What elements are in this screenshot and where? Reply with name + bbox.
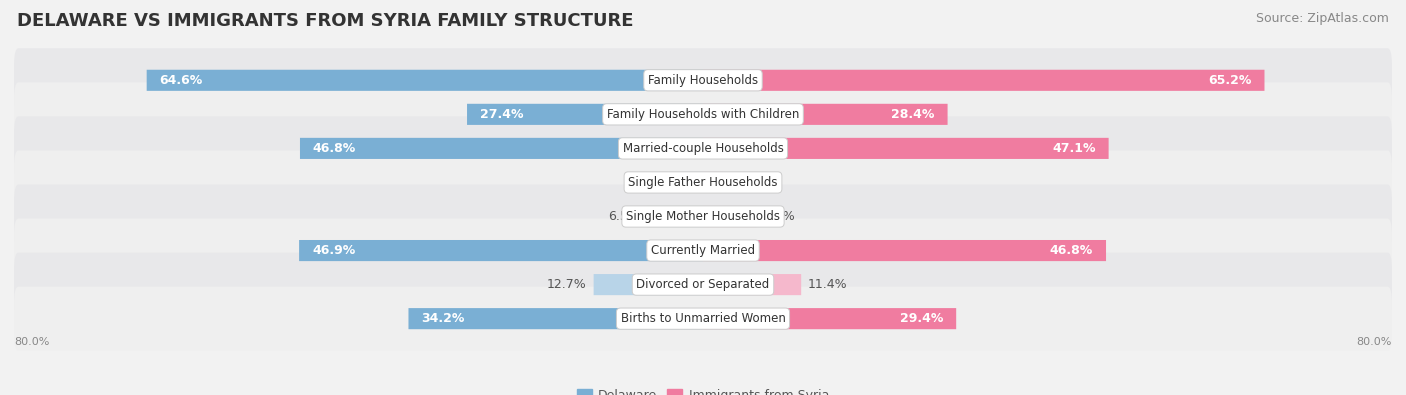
- FancyBboxPatch shape: [703, 172, 723, 193]
- Text: 29.4%: 29.4%: [900, 312, 943, 325]
- FancyBboxPatch shape: [703, 240, 1107, 261]
- FancyBboxPatch shape: [14, 252, 1392, 317]
- Text: 46.8%: 46.8%: [1050, 244, 1092, 257]
- FancyBboxPatch shape: [14, 117, 1392, 181]
- Text: 27.4%: 27.4%: [479, 108, 523, 121]
- Text: 34.2%: 34.2%: [422, 312, 465, 325]
- Text: Family Households with Children: Family Households with Children: [607, 108, 799, 121]
- FancyBboxPatch shape: [299, 138, 703, 159]
- Text: Divorced or Separated: Divorced or Separated: [637, 278, 769, 291]
- FancyBboxPatch shape: [14, 218, 1392, 282]
- Text: Currently Married: Currently Married: [651, 244, 755, 257]
- Text: 80.0%: 80.0%: [14, 337, 49, 346]
- FancyBboxPatch shape: [14, 184, 1392, 248]
- Text: 46.9%: 46.9%: [312, 244, 356, 257]
- Text: 65.2%: 65.2%: [1208, 74, 1251, 87]
- FancyBboxPatch shape: [703, 274, 801, 295]
- Text: 12.7%: 12.7%: [547, 278, 586, 291]
- FancyBboxPatch shape: [14, 82, 1392, 147]
- Text: Source: ZipAtlas.com: Source: ZipAtlas.com: [1256, 12, 1389, 25]
- Text: Single Father Households: Single Father Households: [628, 176, 778, 189]
- FancyBboxPatch shape: [299, 240, 703, 261]
- Text: 2.5%: 2.5%: [643, 176, 675, 189]
- FancyBboxPatch shape: [467, 104, 703, 125]
- Text: 28.4%: 28.4%: [891, 108, 935, 121]
- FancyBboxPatch shape: [703, 206, 756, 227]
- Text: 6.2%: 6.2%: [763, 210, 794, 223]
- FancyBboxPatch shape: [703, 70, 1264, 91]
- Text: Family Households: Family Households: [648, 74, 758, 87]
- Text: 6.5%: 6.5%: [609, 210, 640, 223]
- Text: 2.3%: 2.3%: [730, 176, 762, 189]
- Text: Married-couple Households: Married-couple Households: [623, 142, 783, 155]
- Text: Single Mother Households: Single Mother Households: [626, 210, 780, 223]
- Text: 80.0%: 80.0%: [1357, 337, 1392, 346]
- Text: 64.6%: 64.6%: [160, 74, 202, 87]
- FancyBboxPatch shape: [647, 206, 703, 227]
- Legend: Delaware, Immigrants from Syria: Delaware, Immigrants from Syria: [572, 384, 834, 395]
- Text: 11.4%: 11.4%: [808, 278, 848, 291]
- FancyBboxPatch shape: [14, 287, 1392, 351]
- FancyBboxPatch shape: [703, 308, 956, 329]
- FancyBboxPatch shape: [593, 274, 703, 295]
- Text: DELAWARE VS IMMIGRANTS FROM SYRIA FAMILY STRUCTURE: DELAWARE VS IMMIGRANTS FROM SYRIA FAMILY…: [17, 12, 633, 30]
- FancyBboxPatch shape: [703, 104, 948, 125]
- FancyBboxPatch shape: [409, 308, 703, 329]
- FancyBboxPatch shape: [682, 172, 703, 193]
- Text: Births to Unmarried Women: Births to Unmarried Women: [620, 312, 786, 325]
- FancyBboxPatch shape: [146, 70, 703, 91]
- Text: 46.8%: 46.8%: [314, 142, 356, 155]
- FancyBboxPatch shape: [14, 150, 1392, 214]
- FancyBboxPatch shape: [703, 138, 1108, 159]
- Text: 47.1%: 47.1%: [1052, 142, 1095, 155]
- FancyBboxPatch shape: [14, 48, 1392, 112]
